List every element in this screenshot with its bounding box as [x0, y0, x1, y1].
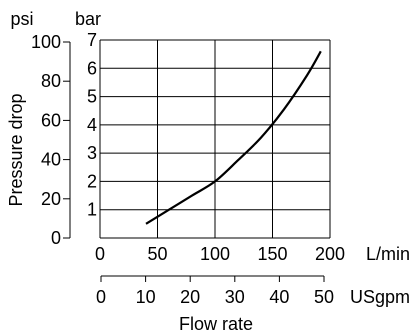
x-tick-lmin: 0	[95, 244, 105, 264]
y-tick-psi: 0	[51, 228, 61, 248]
axes	[63, 41, 325, 282]
x-tick-lmin: 50	[147, 244, 167, 264]
x-tick-lmin: 100	[200, 244, 230, 264]
y-tick-bar: 1	[87, 200, 97, 220]
lmin-unit-label: L/min	[366, 244, 410, 264]
y-axis-title: Pressure drop	[6, 93, 26, 206]
psi-unit-label: psi	[10, 9, 33, 29]
y-tick-bar: 2	[87, 171, 97, 191]
x-tick-usgpm: 20	[180, 287, 200, 307]
x-tick-usgpm: 0	[96, 287, 106, 307]
tick-labels: 1 2 3 4 5 6 7 0 20 40 60 80 100 0 50 100 150 200 0 10 20 30 40…	[31, 30, 345, 307]
bar-unit-label: bar	[75, 9, 101, 29]
x-axis-title: Flow rate	[179, 314, 253, 334]
x-tick-usgpm: 40	[269, 287, 289, 307]
usgpm-unit-label: USgpm	[350, 287, 410, 307]
y-tick-psi: 80	[41, 71, 61, 91]
plot-grid	[99, 39, 331, 239]
y-tick-bar: 6	[87, 58, 97, 78]
x-tick-usgpm: 10	[136, 287, 156, 307]
y-tick-psi: 20	[41, 189, 61, 209]
y-tick-bar: 7	[87, 30, 97, 50]
series-line	[145, 50, 322, 225]
data-series	[145, 50, 322, 225]
x-tick-usgpm: 50	[314, 287, 334, 307]
y-tick-bar: 5	[87, 87, 97, 107]
y-tick-bar: 3	[87, 143, 97, 163]
x-tick-lmin: 150	[257, 244, 287, 264]
y-tick-psi: 60	[41, 110, 61, 130]
x-tick-lmin: 200	[315, 244, 345, 264]
x-tick-usgpm: 30	[225, 287, 245, 307]
y-tick-psi: 100	[31, 32, 61, 52]
y-tick-bar: 4	[87, 115, 97, 135]
y-tick-psi: 40	[41, 150, 61, 170]
